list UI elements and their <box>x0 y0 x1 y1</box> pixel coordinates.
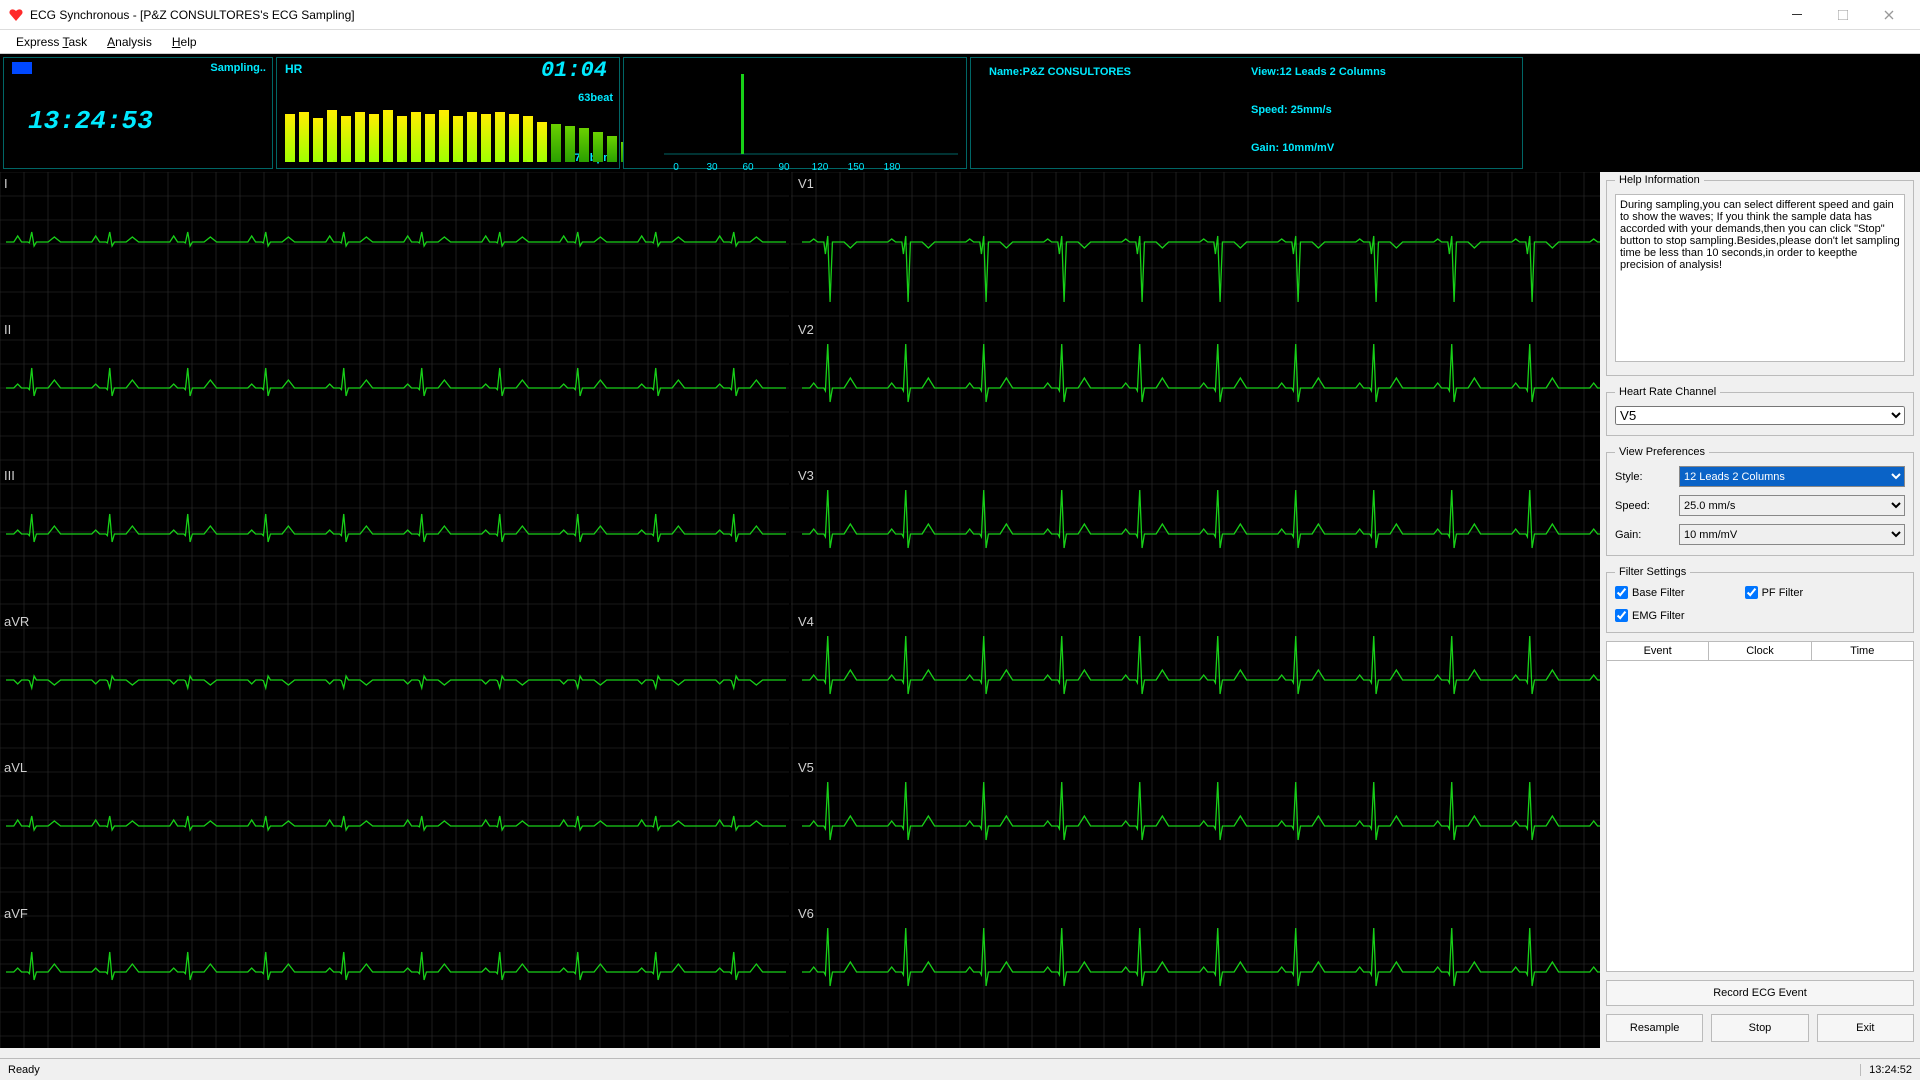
event-table: Event Clock Time <box>1606 641 1914 972</box>
style-label: Style: <box>1615 471 1679 483</box>
gain-label: Gain: <box>1251 142 1279 154</box>
svg-text:V4: V4 <box>798 614 814 629</box>
hr-label: HR <box>285 62 302 76</box>
svg-text:V2: V2 <box>798 322 814 337</box>
name-value: P&Z CONSULTORES <box>1023 66 1131 78</box>
help-fieldset: Help Information <box>1606 174 1914 376</box>
sample-clock: 13:24:53 <box>28 106 153 136</box>
hr-channel-select[interactable]: V5 <box>1615 406 1905 425</box>
hr-channel-fieldset: Heart Rate Channel V5 <box>1606 386 1914 436</box>
menu-analysis[interactable]: Analysis <box>97 33 162 51</box>
status-clock: 13:24:52 <box>1860 1064 1912 1076</box>
svg-text:I: I <box>4 176 8 191</box>
view-prefs-fieldset: View Preferences Style: 12 Leads 2 Colum… <box>1606 446 1914 556</box>
record-event-button[interactable]: Record ECG Event <box>1606 980 1914 1006</box>
hr-elapsed: 01:04 <box>541 58 607 83</box>
info-panel: Name:P&Z CONSULTORES View:12 Leads 2 Col… <box>970 57 1523 169</box>
event-list[interactable] <box>1606 661 1914 972</box>
bottom-buttons: Resample Stop Exit <box>1606 1014 1914 1042</box>
hr-channel-legend: Heart Rate Channel <box>1615 386 1720 398</box>
exit-button[interactable]: Exit <box>1817 1014 1914 1042</box>
app-icon <box>8 7 24 23</box>
event-table-header: Event Clock Time <box>1606 641 1914 661</box>
speed-value: 25mm/s <box>1291 104 1332 116</box>
clock-panel: Sampling.. 13:24:53 <box>3 57 273 169</box>
status-bar: Ready 13:24:52 <box>0 1058 1920 1080</box>
svg-text:aVF: aVF <box>4 906 28 921</box>
indicator-box <box>12 62 32 74</box>
help-legend: Help Information <box>1615 174 1704 186</box>
base-filter-checkbox[interactable]: Base Filter <box>1615 586 1685 599</box>
svg-text:V3: V3 <box>798 468 814 483</box>
style-select[interactable]: 12 Leads 2 Columns <box>1679 466 1905 487</box>
event-col-clock: Clock <box>1709 642 1811 660</box>
close-button[interactable] <box>1866 0 1912 30</box>
speed-select[interactable]: 25.0 mm/s <box>1679 495 1905 516</box>
resample-button[interactable]: Resample <box>1606 1014 1703 1042</box>
help-text <box>1615 194 1905 362</box>
view-label: View: <box>1251 66 1280 78</box>
view-value: 12 Leads 2 Columns <box>1280 66 1386 78</box>
right-panel: Help Information Heart Rate Channel V5 V… <box>1600 172 1920 1048</box>
view-prefs-legend: View Preferences <box>1615 446 1709 458</box>
stop-button[interactable]: Stop <box>1711 1014 1808 1042</box>
window-title: ECG Synchronous - [P&Z CONSULTORES's ECG… <box>30 8 1774 22</box>
svg-text:aVL: aVL <box>4 760 27 775</box>
sampling-label: Sampling.. <box>210 62 266 74</box>
title-bar: ECG Synchronous - [P&Z CONSULTORES's ECG… <box>0 0 1920 30</box>
hr-panel: HR 01:04 63beat 70 bpm <box>276 57 620 169</box>
event-col-time: Time <box>1812 642 1913 660</box>
speed-select-label: Speed: <box>1615 500 1679 512</box>
ecg-svg: IIIIIIaVRaVLaVFV1V2V3V4V5V6 <box>0 172 1600 1048</box>
status-ready: Ready <box>8 1064 40 1076</box>
menu-bar: Express Task Analysis Help <box>0 30 1920 54</box>
svg-text:V6: V6 <box>798 906 814 921</box>
hr-bars <box>285 102 645 162</box>
filter-fieldset: Filter Settings Base Filter PF Filter EM… <box>1606 566 1914 633</box>
histogram-svg: 0306090120150180 <box>624 58 968 174</box>
event-col-event: Event <box>1607 642 1709 660</box>
svg-text:V5: V5 <box>798 760 814 775</box>
maximize-button[interactable] <box>1820 0 1866 30</box>
name-label: Name: <box>989 66 1023 78</box>
svg-text:II: II <box>4 322 11 337</box>
pf-filter-checkbox[interactable]: PF Filter <box>1745 586 1804 599</box>
svg-text:V1: V1 <box>798 176 814 191</box>
emg-filter-checkbox[interactable]: EMG Filter <box>1615 609 1685 622</box>
main-row: IIIIIIaVRaVLaVFV1V2V3V4V5V6 Help Informa… <box>0 172 1920 1048</box>
speed-label: Speed: <box>1251 104 1288 116</box>
gain-select-label: Gain: <box>1615 529 1679 541</box>
minimize-button[interactable] <box>1774 0 1820 30</box>
histogram-panel: 0306090120150180 <box>623 57 967 169</box>
menu-express-task[interactable]: Express Task <box>6 33 97 51</box>
svg-text:III: III <box>4 468 15 483</box>
info-strip: Sampling.. 13:24:53 HR 01:04 63beat 70 b… <box>0 54 1920 172</box>
gain-value: 10mm/mV <box>1282 142 1334 154</box>
menu-help[interactable]: Help <box>162 33 207 51</box>
ecg-area: IIIIIIaVRaVLaVFV1V2V3V4V5V6 <box>0 172 1600 1048</box>
svg-text:aVR: aVR <box>4 614 29 629</box>
filter-legend: Filter Settings <box>1615 566 1690 578</box>
gain-select[interactable]: 10 mm/mV <box>1679 524 1905 545</box>
